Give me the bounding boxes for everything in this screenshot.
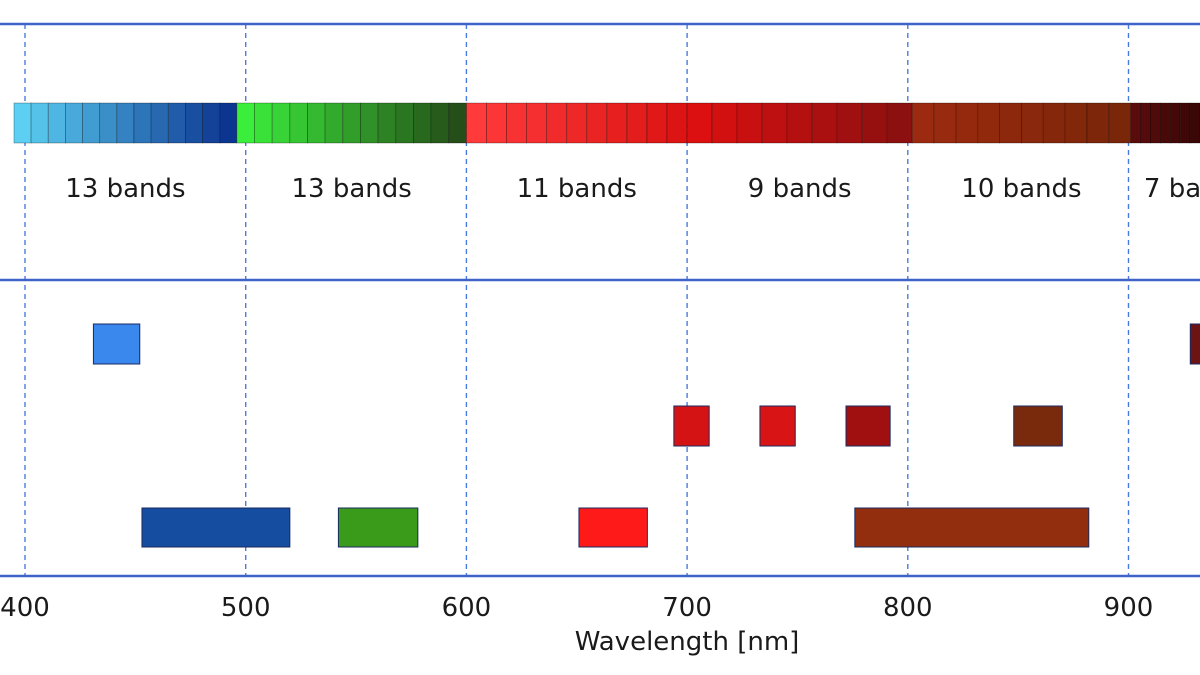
band-cell <box>506 102 527 144</box>
band-cell <box>342 102 361 144</box>
band-cell <box>202 102 221 144</box>
band-cell <box>167 102 186 144</box>
band-cell <box>133 102 152 144</box>
band-cell <box>465 102 487 144</box>
band-cell <box>254 102 273 144</box>
band-cell <box>1021 102 1044 144</box>
band-group-labels: 13 bands 13 bands 11 bands 9 bands 10 bands 7… <box>65 174 1200 204</box>
band-cell <box>911 102 935 144</box>
band-cell <box>1064 102 1088 144</box>
band-cell <box>47 102 66 144</box>
band-group-label: 13 bands <box>291 174 411 204</box>
band-strip <box>13 102 1200 144</box>
band-cell <box>324 102 344 144</box>
x-tick-label: 800 <box>883 593 933 623</box>
band-cell <box>82 102 101 144</box>
band-cell <box>546 102 568 144</box>
band-cell <box>811 102 838 144</box>
band-cell <box>626 102 648 144</box>
band-cell <box>566 102 588 144</box>
band-cell <box>836 102 863 144</box>
band-cell <box>116 102 135 144</box>
panel-frames <box>0 22 1200 578</box>
band-cell <box>430 102 450 144</box>
band-cell <box>1189 102 1200 144</box>
band-cell <box>1169 102 1181 144</box>
band-cell <box>377 102 397 144</box>
x-tick-label: 600 <box>442 593 492 623</box>
band-cell <box>150 102 169 144</box>
band-cell <box>526 102 548 144</box>
band-cell <box>955 102 979 144</box>
band-cell <box>99 102 118 144</box>
band-cell <box>1160 102 1171 144</box>
sensor-band-rect <box>673 405 710 447</box>
band-cell <box>711 102 738 144</box>
x-axis-label: Wavelength [nm] <box>575 627 800 657</box>
band-cell <box>646 102 668 144</box>
band-cell <box>761 102 788 144</box>
x-tick-label: 900 <box>1104 593 1154 623</box>
band-cell <box>360 102 379 144</box>
band-cell <box>1042 102 1066 144</box>
band-cell <box>307 102 326 144</box>
band-cell <box>861 102 888 144</box>
band-cell <box>1130 102 1142 144</box>
band-group-label: 7 bands <box>1144 174 1200 204</box>
x-tick-label: 400 <box>0 593 50 623</box>
band-cell <box>1140 102 1151 144</box>
sensor-band-rect <box>578 507 648 548</box>
band-cell <box>606 102 628 144</box>
sensor-band-rect <box>854 507 1090 548</box>
band-cell <box>65 102 83 144</box>
band-group-label: 13 bands <box>65 174 185 204</box>
band-cell <box>977 102 1001 144</box>
band-cell <box>185 102 203 144</box>
band-cell <box>686 102 713 144</box>
band-cell <box>271 102 291 144</box>
sensor-band-rows <box>92 323 1200 548</box>
band-cell <box>448 102 467 144</box>
x-tick-labels: 400 500 600 700 800 900 <box>0 593 1153 623</box>
band-cell <box>219 102 238 144</box>
band-cell <box>933 102 957 144</box>
sensor-band-rect <box>1189 323 1200 365</box>
band-cell <box>30 102 49 144</box>
band-cell <box>1150 102 1161 144</box>
band-cell <box>666 102 688 144</box>
sensor-band-rect <box>141 507 291 548</box>
band-cell <box>1086 102 1110 144</box>
band-group-label: 9 bands <box>748 174 852 204</box>
band-group-label: 10 bands <box>961 174 1081 204</box>
band-cell <box>886 102 913 144</box>
band-cell <box>395 102 414 144</box>
band-group-label: 11 bands <box>517 174 637 204</box>
sensor-band-rect <box>92 323 141 365</box>
band-cell <box>289 102 308 144</box>
sensor-band-rect <box>337 507 419 548</box>
sensor-band-rect <box>759 405 796 447</box>
band-cell <box>486 102 507 144</box>
x-tick-label: 500 <box>221 593 271 623</box>
band-cell <box>13 102 32 144</box>
sensor-band-rect <box>1013 405 1063 447</box>
band-cell <box>1179 102 1191 144</box>
sensor-band-rect <box>845 405 891 447</box>
band-cell <box>586 102 608 144</box>
band-cell <box>786 102 813 144</box>
band-cell <box>413 102 432 144</box>
band-cell <box>236 102 255 144</box>
band-cell <box>736 102 763 144</box>
band-cell <box>1108 102 1132 144</box>
band-cell <box>999 102 1022 144</box>
x-tick-label: 700 <box>662 593 712 623</box>
